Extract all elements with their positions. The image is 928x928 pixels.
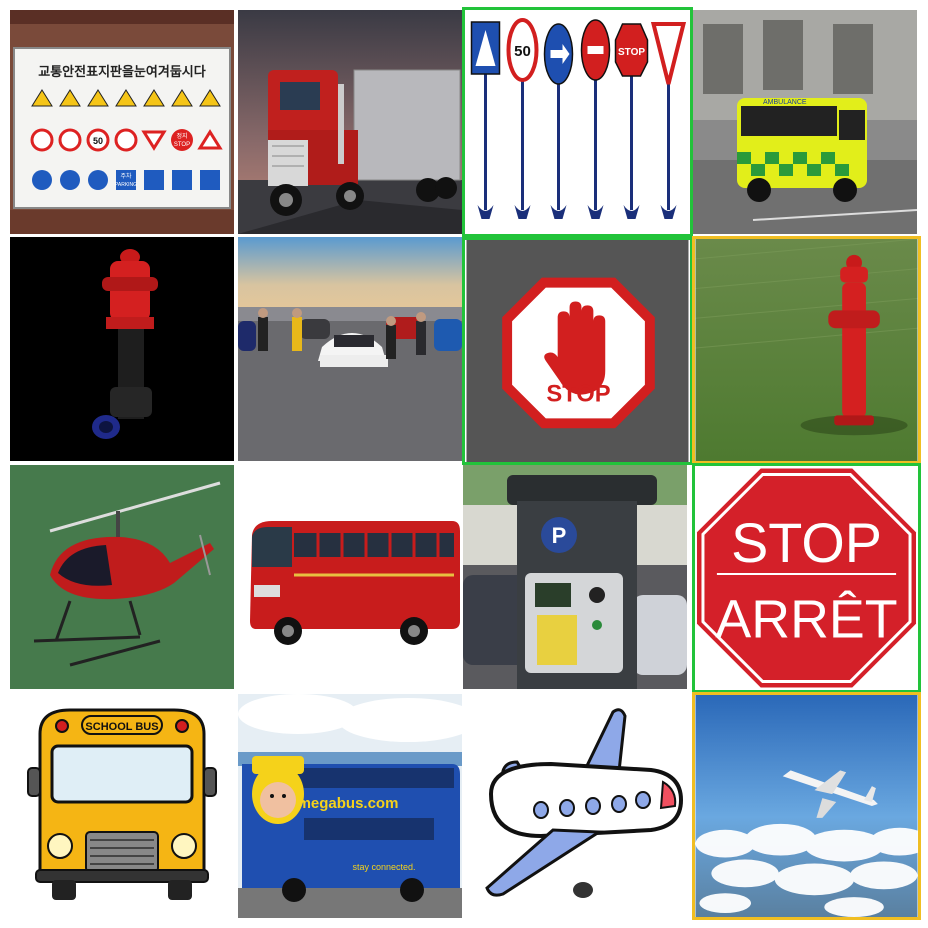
speed-limit-text: 50 [514, 43, 531, 60]
tile-cartoon-airplane[interactable] [463, 694, 687, 918]
tile-red-coach-bus[interactable] [238, 465, 462, 689]
tile-fire-hydrant-grass[interactable] [692, 236, 921, 464]
window-pillars [316, 533, 440, 557]
tile-megabus[interactable]: megabus.com stay connected. [238, 694, 462, 918]
arret-text: ARRÊT [715, 590, 897, 650]
tile-stop-arret-sign[interactable]: STOP ARRÊT [692, 463, 921, 693]
hand-stop-sign-image: STOP [466, 240, 689, 462]
tile-hand-stop-sign[interactable]: STOP [462, 237, 693, 465]
parking-p-text: P [552, 523, 567, 548]
board-heading: 교통안전표지판을눈여겨둡시다 [38, 64, 205, 79]
megabus-brand-text: megabus.com [298, 795, 399, 812]
tile-airplane-over-clouds[interactable] [692, 692, 921, 920]
coach-bus-image [238, 465, 462, 689]
tile-korean-sign-board[interactable]: 교통안전표지판을눈여겨둡시다 50 정지 STOP [10, 10, 234, 234]
tile-red-helicopter[interactable] [10, 465, 234, 689]
parking-meter-image: P [463, 465, 687, 689]
tile-fire-hydrant-render[interactable] [10, 237, 234, 461]
grille-lines [90, 839, 154, 865]
cabin-windows [533, 791, 651, 819]
sign-stakes-image: 50 STOP [465, 10, 690, 234]
parking-text: PARKING [115, 182, 137, 188]
speed-limit-text: 50 [93, 136, 103, 146]
tile-parking-meter[interactable]: P [463, 465, 687, 689]
stake-bases [477, 205, 677, 219]
hydrant-grass-image [695, 239, 918, 461]
cloud-layer [695, 823, 918, 917]
tile-school-bus-cartoon[interactable]: SCHOOL BUS [10, 694, 234, 918]
megabus-slogan-text: stay connected. [352, 862, 415, 872]
parking-korean-text: 주차 [120, 172, 132, 180]
grass-stripes [695, 239, 918, 349]
school-bus-text: SCHOOL BUS [85, 721, 158, 733]
stop-korean-text: 정지 [176, 132, 187, 140]
stop-arret-sign-image: STOP ARRÊT [695, 466, 918, 690]
stop-text: STOP [174, 142, 190, 148]
tile-people-with-cars[interactable] [238, 237, 462, 461]
people-cars-image [238, 237, 462, 461]
hydrant-render-image [10, 237, 234, 461]
ambulance-image: AMBULANCE [693, 10, 917, 234]
helicopter-image [10, 465, 234, 689]
warning-sign-icons [31, 89, 221, 107]
megabus-image: megabus.com stay connected. [238, 694, 462, 918]
ambulance-text: AMBULANCE [763, 99, 807, 106]
mandatory-sign-icons [32, 170, 220, 190]
battenburg-pattern [737, 152, 849, 176]
semi-truck-image [238, 10, 462, 234]
stop-text: STOP [546, 381, 610, 408]
airplane-clouds-image [695, 695, 918, 917]
school-bus-image: SCHOOL BUS [10, 694, 234, 918]
tile-road-sign-stakes[interactable]: 50 STOP [462, 7, 693, 237]
stop-text: STOP [618, 47, 645, 58]
sign-board-image: 교통안전표지판을눈여겨둡시다 50 정지 STOP [10, 10, 234, 234]
prohibition-sign-icons [30, 128, 223, 152]
stop-text: STOP [731, 512, 882, 574]
stake-poles [484, 70, 670, 210]
tile-ambulance[interactable]: AMBULANCE [693, 10, 917, 234]
tile-red-semi-truck[interactable] [238, 10, 462, 234]
cartoon-airplane-image [463, 694, 687, 918]
